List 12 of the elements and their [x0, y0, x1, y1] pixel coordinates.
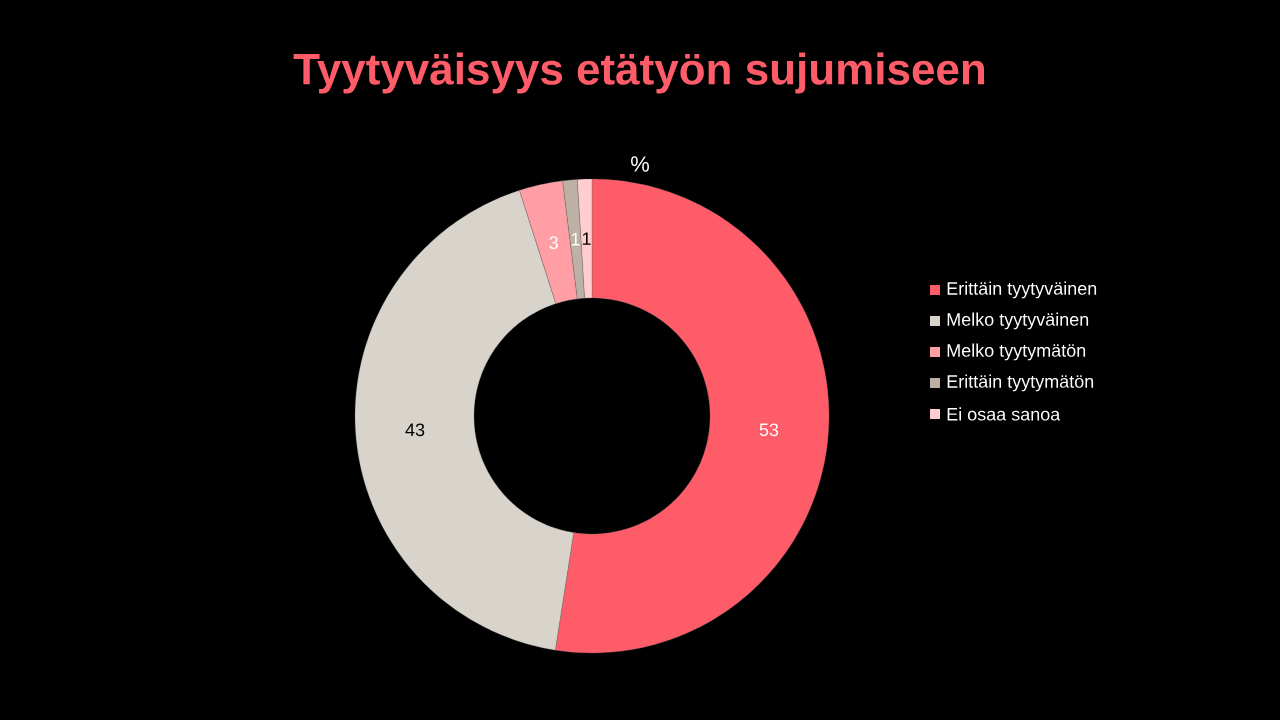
legend-label: Melko tyytymätön — [947, 343, 1086, 361]
legend-label: Erittäin tyytyväinen — [947, 281, 1097, 299]
data-label: 3 — [549, 236, 558, 250]
legend-label: Ei osaa sanoa — [947, 407, 1061, 421]
data-label: 1 — [582, 232, 591, 245]
data-label: 43 — [405, 423, 425, 437]
data-label: 53 — [759, 423, 779, 437]
legend-label: Erittäin tyytymätön — [947, 374, 1094, 392]
legend-label: Melko tyytyväinen — [947, 312, 1089, 330]
data-label: 1 — [571, 233, 580, 246]
chart-subtitle: % — [631, 156, 649, 172]
chart-title: Tyytyväisyys etätyön sujumiseen — [293, 52, 985, 94]
